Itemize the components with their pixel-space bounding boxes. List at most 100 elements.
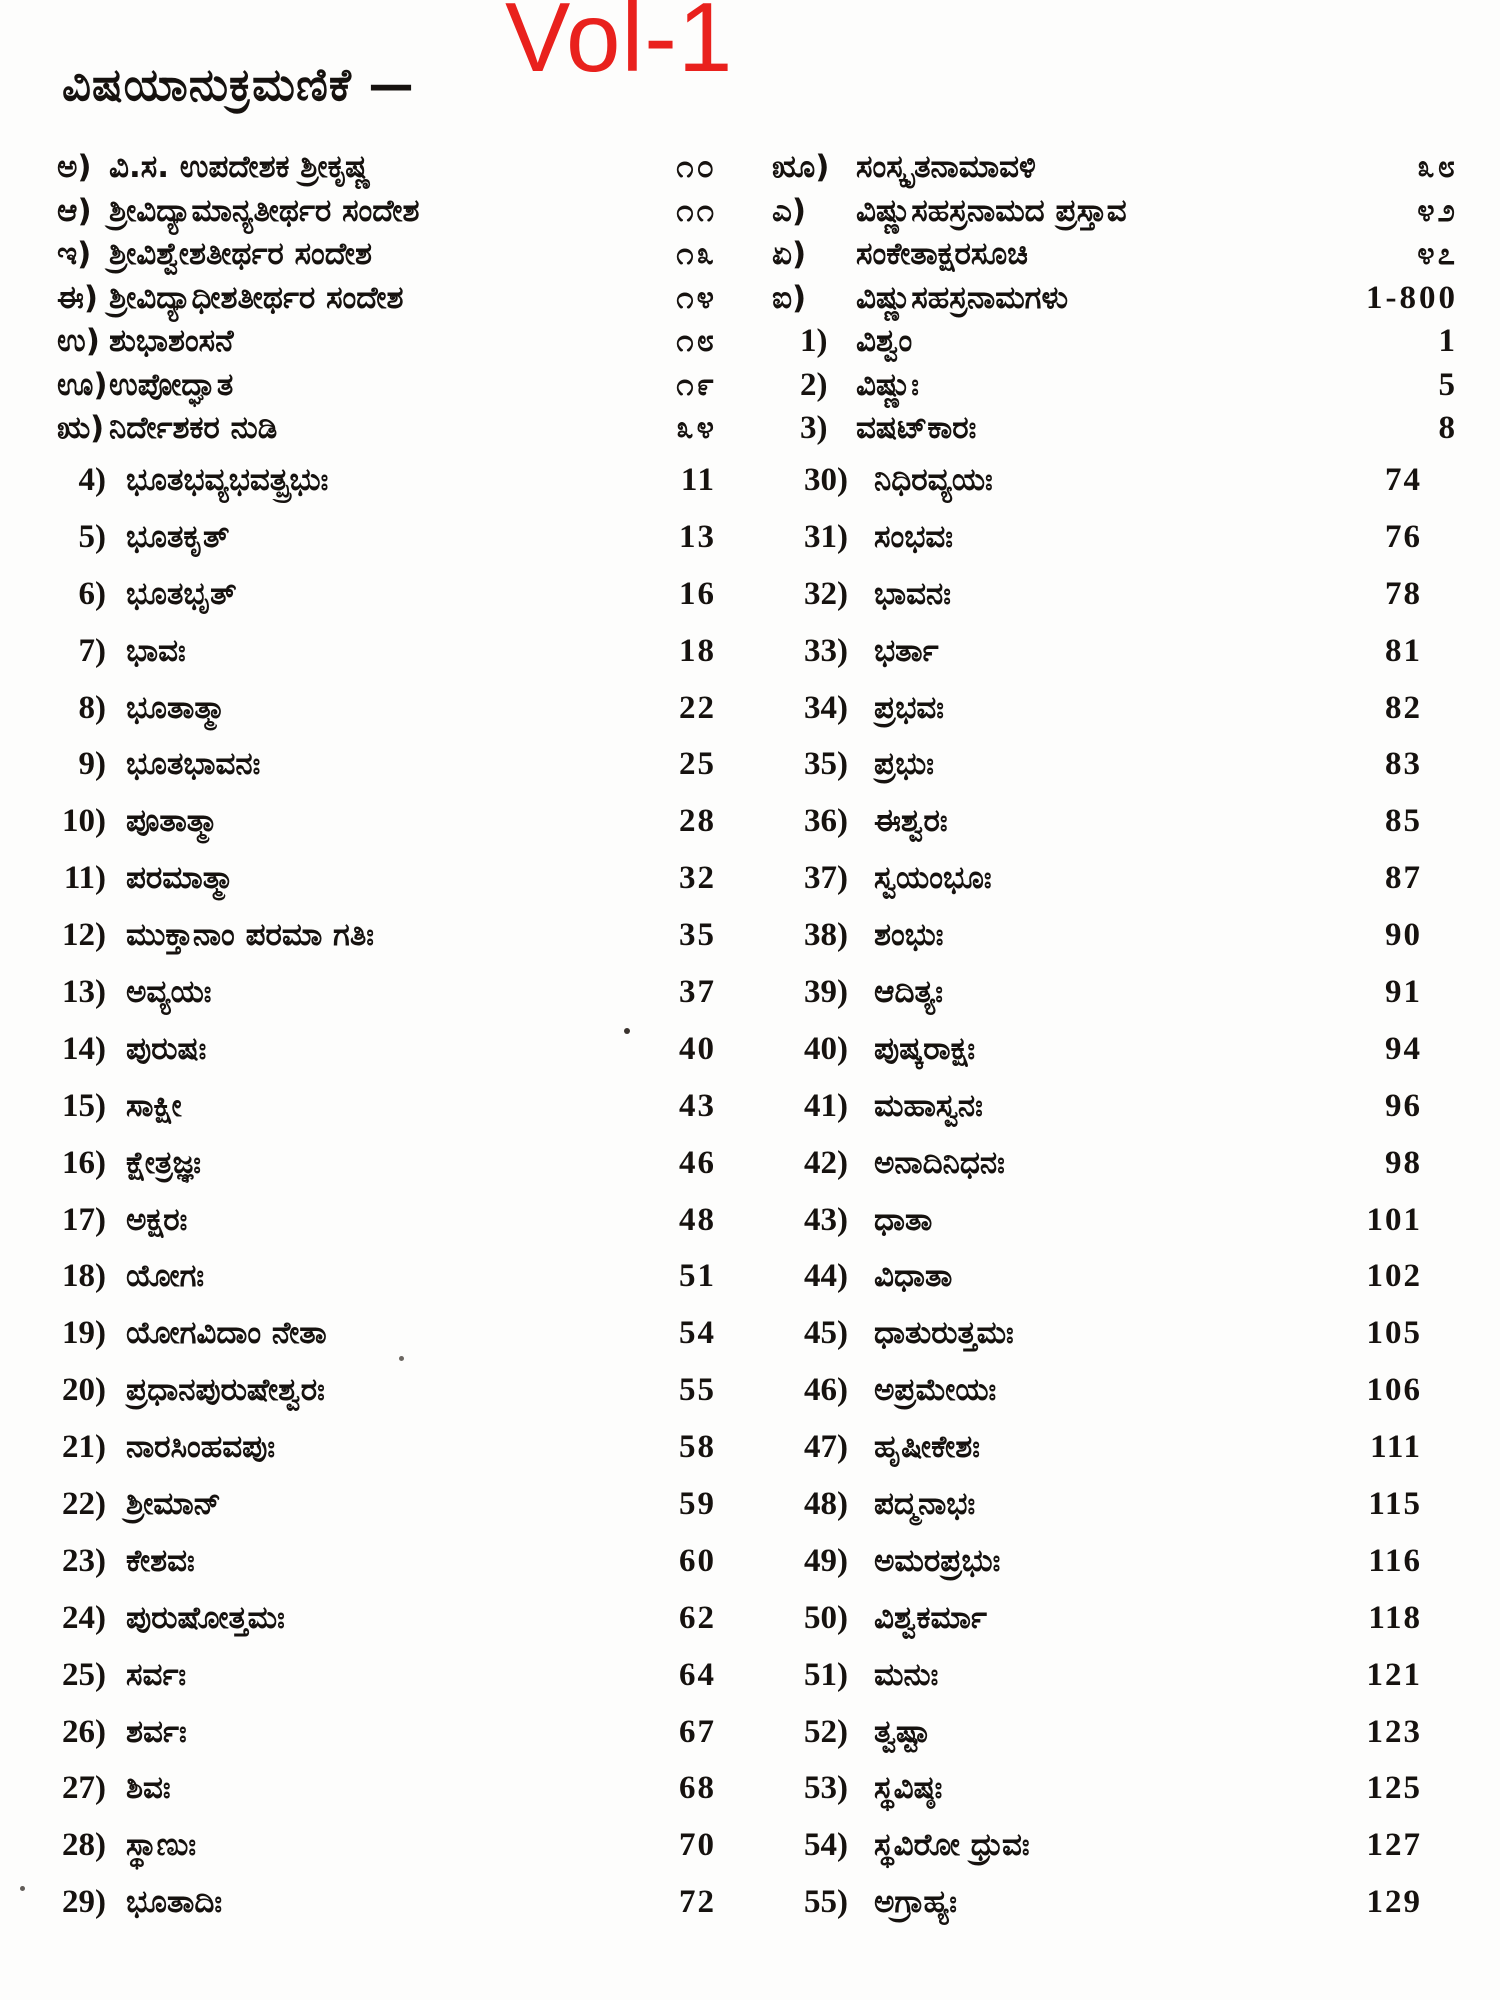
entry-title: ನಾರಸಿಂಹವಪುಃ [126, 1429, 276, 1466]
entry-page-number: 32 [679, 860, 716, 897]
toc-row: ಆ) ಶ್ರೀವಿದ್ಯಾಮಾನ್ಯತೀರ್ಥರ ಸಂದೇಶ ೧೧ [57, 190, 717, 234]
entry-page-number: ೧೯ [676, 366, 717, 403]
toc-row: ಇ) ಶ್ರೀವಿಶ್ವೇಶತೀರ್ಥರ ಸಂದೇಶ ೧೩ [57, 233, 717, 277]
entry-page-number: 111 [1370, 1429, 1422, 1466]
entry-title: ವಿ.ಸ. ಉಪದೇಶಕ ಶ್ರೀಕೃಷ್ಣ [109, 149, 371, 185]
entry-page-number: 55 [679, 1372, 716, 1409]
entry-page-number: 13 [679, 518, 716, 555]
entry-label: 2) [800, 366, 828, 403]
entry-label: ಉ) [57, 323, 100, 359]
entry-title: ಸ್ಥವಿಷ್ಠಃ [874, 1770, 943, 1807]
entry-page-number: 125 [1366, 1770, 1422, 1807]
toc-row: 15) ಸಾಕ್ಷೀ 43 [48, 1078, 716, 1135]
entry-label: 31) [804, 518, 848, 555]
entry-page-number: ೩೮ [1417, 149, 1458, 185]
entry-page-number: 121 [1366, 1656, 1422, 1693]
toc-row: 32) ಭಾವನಃ 78 [772, 566, 1422, 623]
toc-row: 45) ಧಾತುರುತ್ತಮಃ 105 [772, 1305, 1422, 1362]
entry-page-number: 60 [679, 1542, 716, 1579]
entry-label: 17) [62, 1201, 106, 1238]
entry-label: 19) [62, 1315, 106, 1352]
entry-page-number: 18 [679, 632, 716, 669]
entry-title: ಸ್ವಯಂಭೂಃ [874, 860, 992, 897]
entry-label: 13) [62, 974, 106, 1011]
toc-row: 25) ಸರ್ವಃ 64 [48, 1647, 716, 1704]
entry-page-number: 35 [679, 917, 716, 954]
toc-row: 11) ಪರಮಾತ್ಮಾ 32 [48, 850, 716, 907]
toc-row: 6) ಭೂತಭೃತ್ 16 [48, 566, 716, 623]
entry-page-number: 40 [679, 1030, 716, 1067]
entry-label: 26) [62, 1713, 106, 1750]
entry-label: 43) [804, 1201, 848, 1238]
toc-row: 38) ಶಂಭುಃ 90 [772, 907, 1422, 964]
entry-page-number: 25 [679, 746, 716, 783]
toc-row: 31) ಸಂಭವಃ 76 [772, 509, 1422, 566]
entry-page-number: 43 [679, 1087, 716, 1124]
entry-page-number: ೧೦ [676, 149, 717, 185]
entry-label: 39) [804, 974, 848, 1011]
toc-row: ಊ) ಉಪೋದ್ಘಾತ ೧೯ [57, 364, 717, 408]
entry-title: ನಿರ್ದೇಶಕರ ನುಡಿ [109, 410, 278, 446]
entry-title: ಪರಮಾತ್ಮಾ [126, 860, 235, 897]
entry-title: ಶಿವಃ [126, 1770, 171, 1807]
entry-page-number: 87 [1385, 860, 1422, 897]
entry-page-number: 115 [1368, 1486, 1422, 1523]
entry-page-number: 16 [679, 575, 716, 612]
entry-title: ಭೂತಾದಿಃ [126, 1884, 223, 1921]
entry-title: ಅನಾದಿನಿಧನಃ [874, 1144, 1005, 1181]
entry-label: 15) [62, 1087, 106, 1124]
entry-title: ಸ್ಥವಿರೋ ಧ್ರುವಃ [874, 1827, 1030, 1864]
scan-speck [20, 1886, 25, 1891]
entry-title: ಸರ್ವಃ [126, 1656, 187, 1693]
entry-page-number: 37 [679, 974, 716, 1011]
entry-title: ವಿಷ್ಣುಃ [856, 366, 920, 403]
toc-row: 54) ಸ್ಥವಿರೋ ಧ್ರುವಃ 127 [772, 1817, 1422, 1874]
entry-page-number: 116 [1368, 1542, 1422, 1579]
entry-title: ಅಗ್ರಾಹ್ಯಃ [874, 1884, 957, 1921]
entry-label: 42) [804, 1144, 848, 1181]
toc-row: 18) ಯೋಗಃ 51 [48, 1248, 716, 1305]
entry-page-number: 123 [1366, 1713, 1422, 1750]
entry-label: 30) [804, 462, 848, 498]
entry-label: 29) [62, 1884, 106, 1921]
toc-row: ಋ) ನಿರ್ದೇಶಕರ ನುಡಿ ೩೪ [57, 407, 717, 451]
entry-title: ಈಶ್ವರಃ [874, 803, 948, 840]
entry-label: ಋ) [57, 410, 105, 446]
toc-row: 2) ವಿಷ್ಣುಃ 5 [772, 364, 1458, 408]
entry-label: 32) [804, 575, 848, 612]
toc-row: ಐ) ವಿಷ್ಣುಸಹಸ್ರನಾಮಗಳು 1-800 [772, 277, 1458, 321]
toc-row: 48) ಪದ್ಮನಾಭಃ 115 [772, 1476, 1422, 1533]
toc-row: 28) ಸ್ಥಾಣುಃ 70 [48, 1817, 716, 1874]
entry-title: ಸಂಸ್ಕೃತನಾಮಾವಳಿ [856, 149, 1036, 185]
toc-row: 24) ಪುರುಷೋತ್ತಮಃ 62 [48, 1590, 716, 1647]
entry-page-number: 101 [1366, 1201, 1422, 1238]
entry-label: ೠ) [772, 149, 830, 185]
toc-row: 55) ಅಗ್ರಾಹ್ಯಃ 129 [772, 1874, 1422, 1931]
entry-label: 18) [62, 1258, 106, 1295]
entry-page-number: 70 [679, 1827, 716, 1864]
entry-label: 41) [804, 1087, 848, 1124]
toc-row: 23) ಕೇಶವಃ 60 [48, 1533, 716, 1590]
entry-title: ಅಕ್ಷರಃ [126, 1201, 188, 1238]
toc-row: 52) ತ್ವಷ್ಟಾ 123 [772, 1704, 1422, 1761]
entry-page-number: 91 [1385, 974, 1422, 1011]
toc-row: ಅ) ವಿ.ಸ. ಉಪದೇಶಕ ಶ್ರೀಕೃಷ್ಣ ೧೦ [57, 146, 717, 190]
entry-page-number: 90 [1385, 917, 1422, 954]
entry-page-number: ೪೭ [1417, 236, 1458, 272]
entry-label: 5) [78, 518, 107, 555]
entry-title: ಪ್ರಭುಃ [874, 746, 934, 783]
entry-title: ಧಾತಾ [874, 1201, 933, 1238]
toc-row: 36) ಈಶ್ವರಃ 85 [772, 793, 1422, 850]
entry-page-number: 85 [1385, 803, 1422, 840]
entry-page-number: 96 [1385, 1087, 1422, 1124]
entry-page-number: 118 [1368, 1599, 1422, 1636]
toc-row: 43) ಧಾತಾ 101 [772, 1192, 1422, 1249]
entry-title: ಪೂತಾತ್ಮಾ [126, 803, 219, 840]
entry-label: ಅ) [57, 149, 92, 185]
toc-row: ಉ) ಶುಭಾಶಂಸನೆ ೧೮ [57, 320, 717, 364]
entry-label: ಊ) [57, 366, 108, 403]
entry-title: ಸಂಭವಃ [874, 518, 953, 555]
entry-title: ವಿಶ್ವಂ [856, 323, 913, 359]
toc-row: 53) ಸ್ಥವಿಷ್ಠಃ 125 [772, 1760, 1422, 1817]
